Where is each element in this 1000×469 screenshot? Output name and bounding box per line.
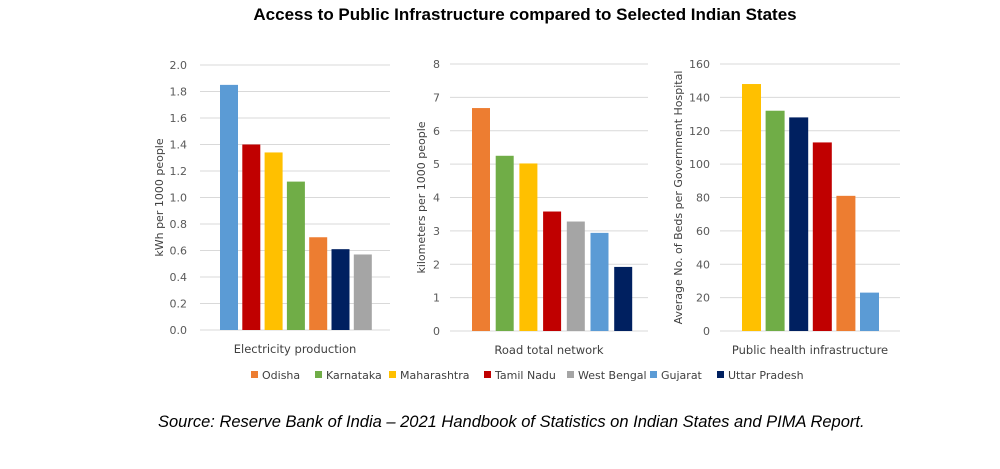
y-tick-label: 1.4 (170, 139, 188, 152)
bar-maharashtra (519, 163, 538, 331)
bar-gujarat (220, 84, 238, 330)
y-tick-label: 0.6 (170, 245, 188, 258)
y-tick-label: 60 (696, 225, 710, 238)
legend-label: West Bengal (578, 369, 647, 382)
bar-karnataka (286, 181, 305, 330)
chart-title: Access to Public Infrastructure compared… (253, 5, 797, 24)
y-tick-label: 1.2 (170, 165, 188, 178)
y-tick-label: 0.0 (170, 324, 188, 337)
y-axis-label: kilometers per 1000 people (415, 121, 428, 273)
legend-swatch (650, 371, 657, 378)
bar-maharashtra (742, 84, 761, 332)
y-tick-label: 0.4 (170, 271, 188, 284)
legend-swatch (567, 371, 574, 378)
legend-swatch (717, 371, 724, 378)
legend-label: Maharashtra (400, 369, 470, 382)
bar-gujarat (590, 232, 609, 331)
bar-tamil-nadu (242, 144, 261, 330)
bar-uttar-pradesh (614, 266, 633, 331)
bar-uttar-pradesh (331, 249, 350, 330)
source-note: Source: Reserve Bank of India – 2021 Han… (158, 413, 865, 431)
y-tick-label: 1.6 (170, 112, 188, 125)
legend-swatch (251, 371, 258, 378)
legend-label: Tamil Nadu (494, 369, 556, 382)
y-tick-label: 1.8 (170, 86, 188, 99)
bar-maharashtra (264, 152, 283, 330)
y-tick-label: 0 (433, 325, 440, 338)
y-tick-label: 5 (433, 158, 440, 171)
y-tick-label: 0 (703, 325, 710, 338)
bar-west-bengal (566, 221, 585, 331)
y-tick-label: 2 (433, 258, 440, 271)
y-tick-label: 4 (433, 192, 440, 205)
y-tick-label: 1.0 (170, 192, 188, 205)
bar-uttar-pradesh (789, 117, 809, 332)
y-tick-label: 7 (433, 91, 440, 104)
x-category-label: Public health infrastructure (732, 343, 888, 357)
legend-swatch (315, 371, 322, 378)
y-tick-label: 0.2 (170, 298, 188, 311)
legend-label: Karnataka (326, 369, 382, 382)
bar-odisha (309, 237, 328, 330)
bar-tamil-nadu (812, 142, 832, 331)
bar-odisha (472, 108, 490, 332)
y-tick-label: 160 (689, 58, 710, 71)
y-tick-label: 6 (433, 125, 440, 138)
y-tick-label: 120 (689, 125, 710, 138)
y-tick-label: 20 (696, 292, 710, 305)
bar-tamil-nadu (543, 211, 562, 331)
y-tick-label: 100 (689, 158, 710, 171)
y-tick-label: 140 (689, 91, 710, 104)
y-tick-label: 1 (433, 292, 440, 305)
y-axis-label: Average No. of Beds per Government Hospi… (672, 71, 685, 325)
x-category-label: Road total network (494, 343, 604, 357)
y-tick-label: 0.8 (170, 218, 188, 231)
y-tick-label: 40 (696, 258, 710, 271)
legend-swatch (484, 371, 491, 378)
y-tick-label: 80 (696, 192, 710, 205)
bar-gujarat (860, 292, 879, 331)
y-axis-label: kWh per 1000 people (153, 138, 166, 256)
y-tick-label: 8 (433, 58, 440, 71)
bar-karnataka (495, 155, 514, 331)
legend-label: Uttar Pradesh (728, 369, 804, 382)
legend-swatch (389, 371, 396, 378)
bar-karnataka (765, 110, 785, 331)
bar-west-bengal (353, 254, 372, 330)
y-tick-label: 2.0 (170, 59, 188, 72)
x-category-label: Electricity production (234, 342, 357, 356)
legend-label: Odisha (262, 369, 300, 382)
bar-odisha (836, 195, 856, 331)
legend-label: Gujarat (661, 369, 703, 382)
y-tick-label: 3 (433, 225, 440, 238)
